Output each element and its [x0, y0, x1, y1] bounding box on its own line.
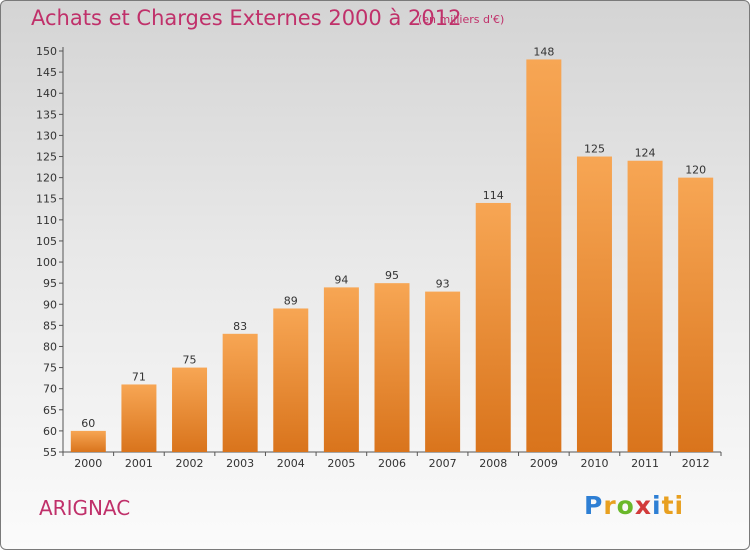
bar-2007 [425, 291, 461, 452]
x-tick-label-2001: 2001 [125, 457, 153, 470]
data-label-2003: 83 [233, 320, 247, 333]
x-tick-label-2011: 2011 [631, 457, 659, 470]
commune-name: ARIGNAC [39, 496, 131, 520]
x-tick-label-2006: 2006 [378, 457, 406, 470]
y-tick-label: 85 [43, 319, 57, 332]
bar-2004 [273, 308, 309, 452]
x-tick-label-2012: 2012 [682, 457, 710, 470]
data-label-2010: 125 [584, 143, 605, 156]
bar-2009 [526, 59, 562, 452]
chart-title: Achats et Charges Externes 2000 à 2012 [31, 6, 462, 30]
y-tick-label: 150 [36, 45, 57, 58]
y-tick-label: 115 [36, 193, 57, 206]
y-tick-label: 80 [43, 340, 57, 353]
x-tick-label-2010: 2010 [580, 457, 608, 470]
y-tick-label: 125 [36, 151, 57, 164]
y-tick-label: 135 [36, 108, 57, 121]
logo-letter: i [652, 491, 662, 520]
logo-letter: ti [661, 491, 685, 520]
y-tick-label: 140 [36, 87, 57, 100]
bar-2001 [121, 384, 157, 452]
y-tick-label: 120 [36, 172, 57, 185]
logo-letter: x [634, 491, 652, 520]
data-label-2002: 75 [183, 354, 197, 367]
bar-2011 [627, 160, 663, 452]
y-tick-label: 75 [43, 362, 57, 375]
y-tick-label: 70 [43, 383, 57, 396]
y-tick-label: 60 [43, 425, 57, 438]
bars: 60 71 75 83 89 94 95 93 114 148 125 124 120 [70, 45, 714, 453]
data-label-2005: 94 [334, 273, 348, 286]
y-tick-label: 105 [36, 235, 57, 248]
y-tick-label: 90 [43, 298, 57, 311]
x-tick-label-2004: 2004 [277, 457, 305, 470]
data-label-2007: 93 [436, 278, 450, 291]
logo-letter: P [584, 491, 604, 520]
bar-2005 [323, 287, 359, 452]
data-label-2009: 148 [533, 45, 554, 58]
proxiti-logo: Proxiti [584, 491, 684, 520]
data-label-2001: 71 [132, 370, 146, 383]
y-tick-label: 100 [36, 256, 57, 269]
bar-2000 [70, 430, 106, 452]
x-tick-label-2009: 2009 [530, 457, 558, 470]
bar-2010 [576, 156, 612, 453]
bar-2012 [678, 177, 714, 452]
y-tick-label: 55 [43, 446, 57, 459]
bar-2002 [172, 367, 208, 452]
data-label-2008: 114 [483, 189, 504, 202]
x-tick-label-2007: 2007 [429, 457, 457, 470]
x-axis: 2000 2001 2002 2003 2004 2005 2006 2007 2008 2009… [62, 451, 722, 470]
data-label-2011: 124 [635, 147, 656, 160]
x-tick-label-2008: 2008 [479, 457, 507, 470]
data-label-2012: 120 [685, 164, 706, 177]
bar-2006 [374, 283, 410, 452]
logo-letter: r [603, 491, 617, 520]
y-tick-label: 130 [36, 129, 57, 142]
x-tick-label-2005: 2005 [327, 457, 355, 470]
bar-2008 [475, 202, 511, 452]
data-label-2000: 60 [81, 417, 95, 430]
data-label-2004: 89 [284, 294, 298, 307]
y-tick-label: 95 [43, 277, 57, 290]
logo-letter: o [616, 491, 635, 520]
y-tick-label: 110 [36, 214, 57, 227]
x-tick-label-2003: 2003 [226, 457, 254, 470]
chart-unit: (en milliers d'€) [418, 13, 505, 26]
x-tick-label-2002: 2002 [176, 457, 204, 470]
bar-2003 [222, 333, 258, 452]
data-label-2006: 95 [385, 269, 399, 282]
y-tick-label: 65 [43, 404, 57, 417]
y-axis: 55 60 65 70 75 80 85 90 95 100 105 110 115 120 125 130 1… [36, 45, 64, 459]
y-tick-label: 145 [36, 66, 57, 79]
x-tick-label-2000: 2000 [74, 457, 102, 470]
